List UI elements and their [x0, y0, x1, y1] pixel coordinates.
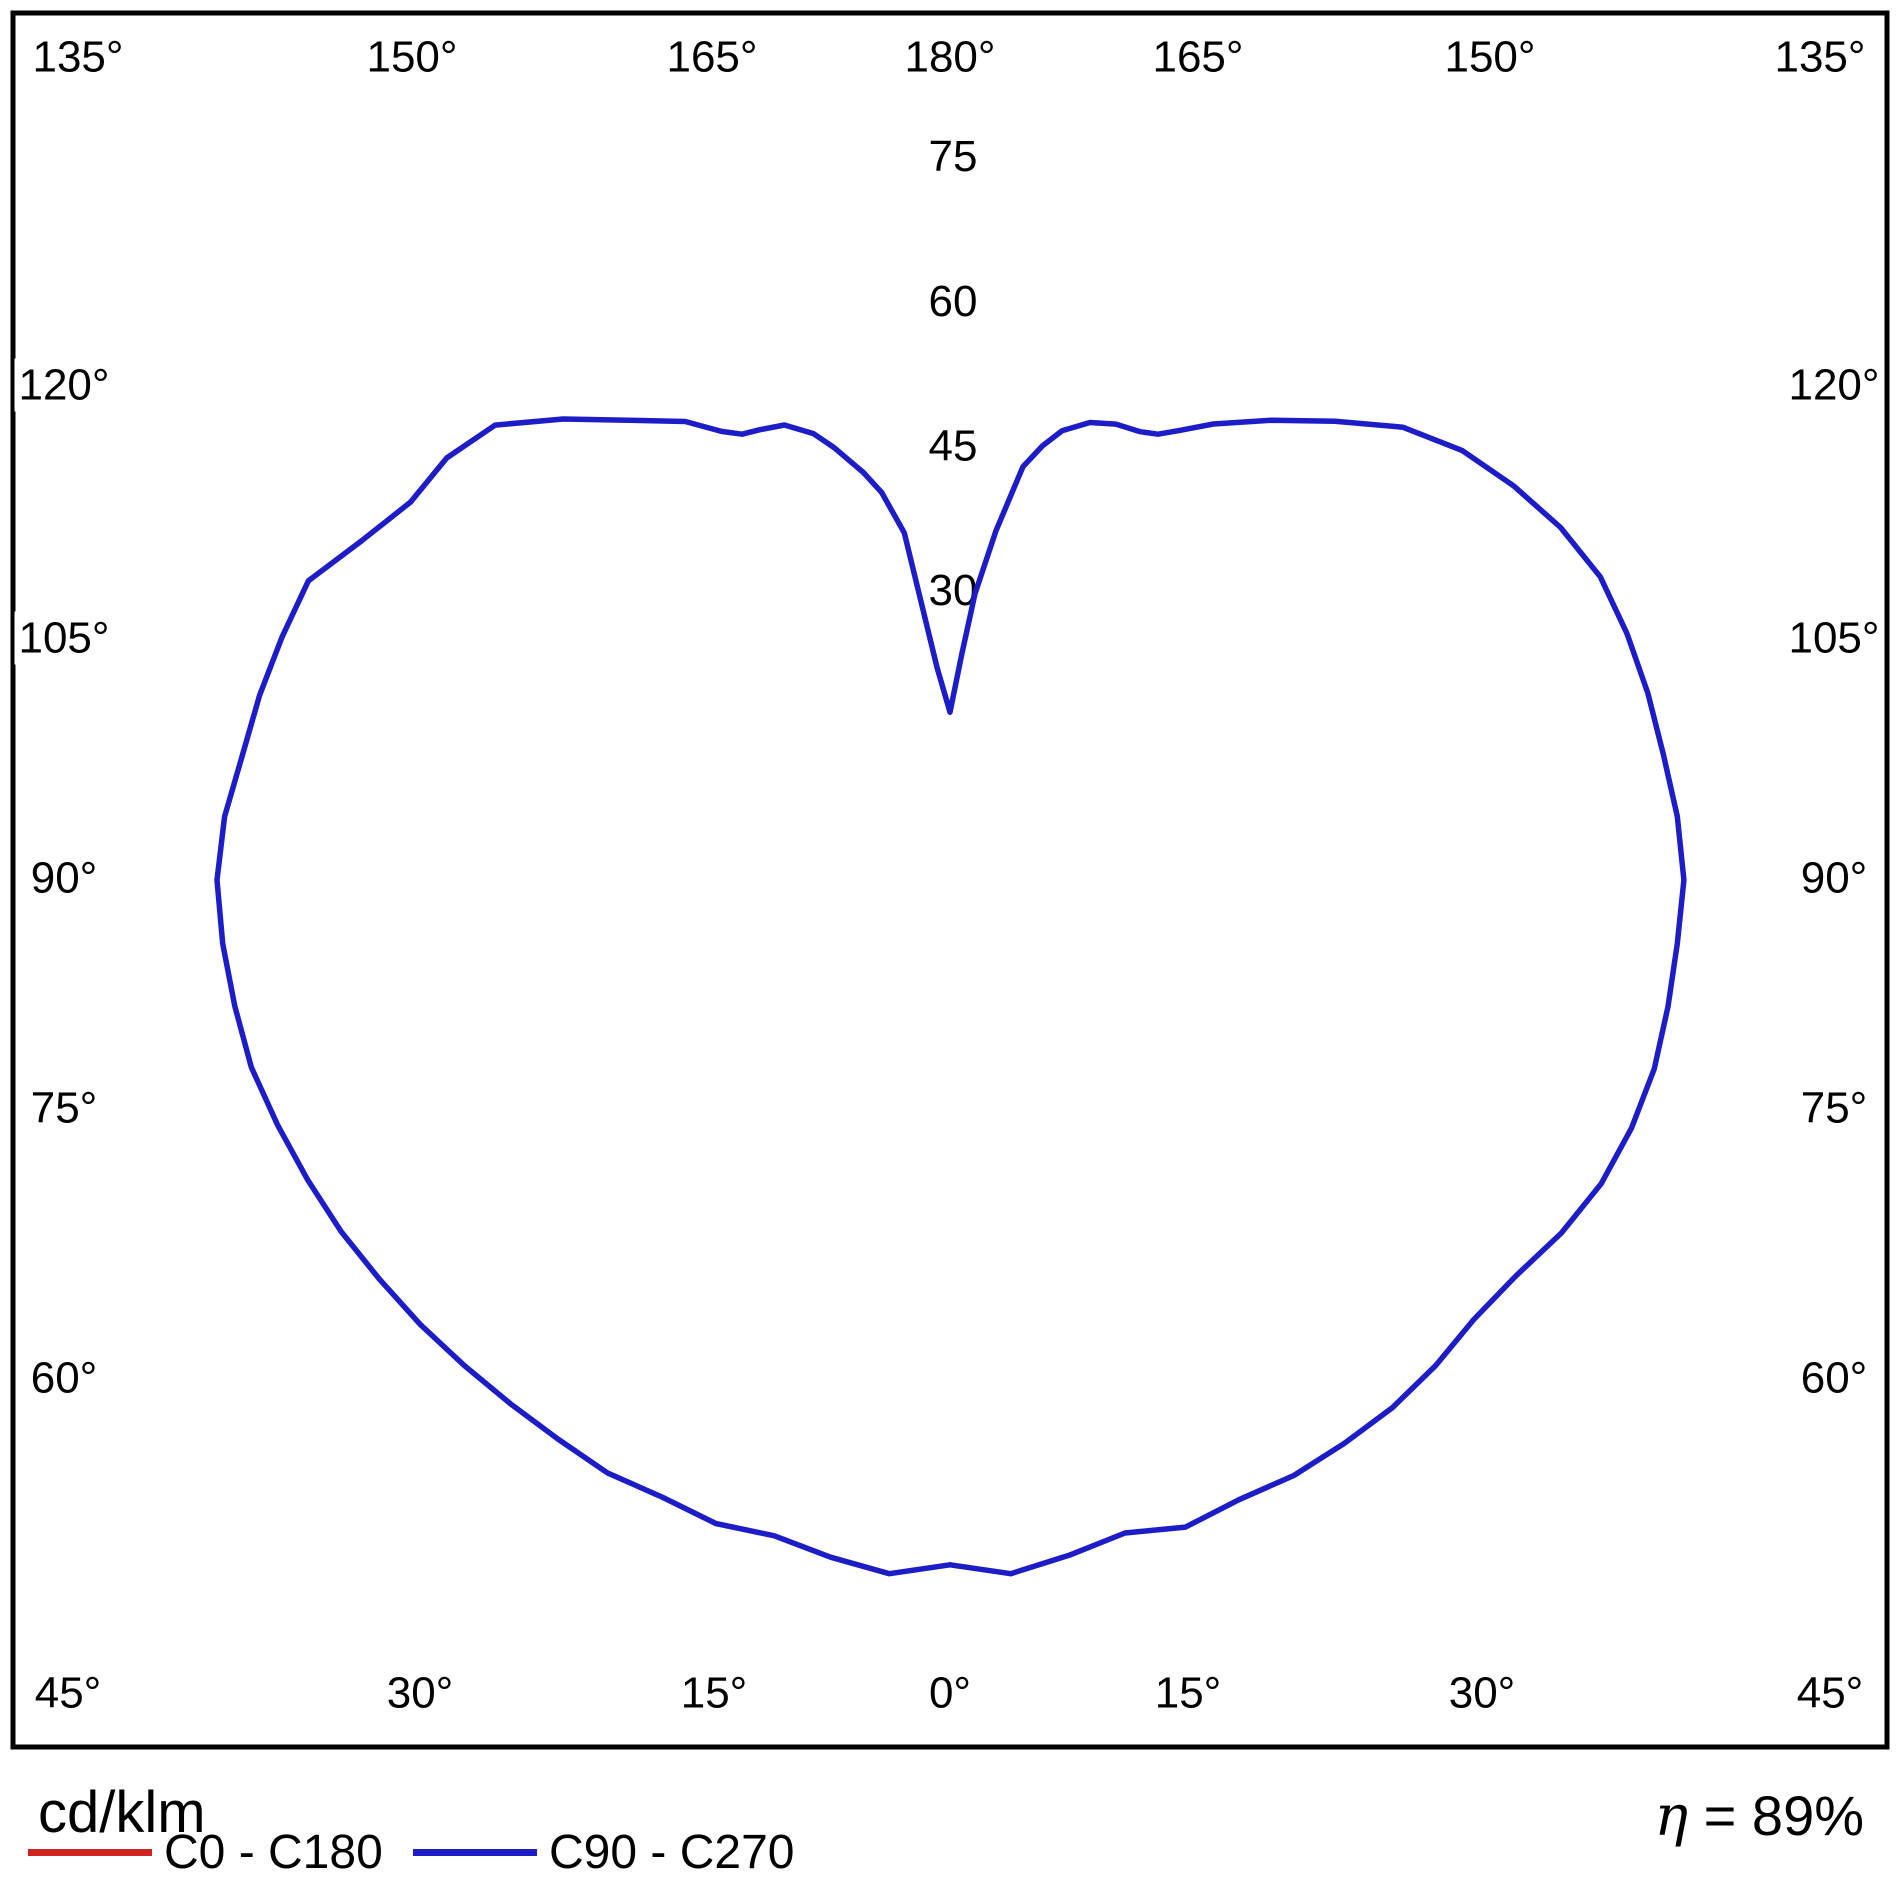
grid-radial-line	[987, 0, 1312, 740]
angle-label-right: 60°	[1801, 1354, 1868, 1403]
label-background	[1796, 1351, 1872, 1405]
label-background	[1784, 611, 1884, 665]
grid-radial-line	[1075, 952, 1900, 1580]
label-background	[362, 30, 462, 84]
label-background	[26, 1351, 102, 1405]
angle-label-top: 150°	[366, 33, 457, 82]
grid-radial-line	[588, 0, 913, 740]
ring-value-label: 60	[929, 277, 978, 326]
grid-ring	[805, 735, 1094, 1024]
grid-radial-line	[1052, 0, 1900, 778]
label-background	[924, 130, 982, 184]
angle-label-left: 120°	[18, 361, 109, 410]
angle-label-bottom: 30°	[1449, 1669, 1516, 1718]
grid-radial-line	[0, 180, 825, 808]
grid-radial-line	[0, 952, 825, 1580]
angle-label-top: 180°	[904, 33, 995, 82]
label-background	[1444, 1666, 1520, 1720]
label-background	[1770, 30, 1870, 84]
angle-label-right: 105°	[1788, 614, 1879, 663]
angle-label-left: 75°	[31, 1084, 98, 1133]
light-output-ratio: η = 89%	[1655, 1783, 1864, 1849]
grid-radial-line	[250, 0, 878, 755]
angle-label-right: 75°	[1801, 1084, 1868, 1133]
label-background	[676, 1666, 752, 1720]
grid-radial-line	[1090, 518, 1900, 843]
label-background	[30, 1666, 106, 1720]
angle-label-bottom: 0°	[929, 1669, 971, 1718]
grid-radial-line	[588, 1020, 913, 1900]
angle-label-top: 135°	[1774, 33, 1865, 82]
legend-label-c90-c270: C90 - C270	[549, 1826, 795, 1879]
angle-label-bottom: 45°	[1797, 1669, 1864, 1718]
label-background	[1150, 1666, 1226, 1720]
angle-label-top: 135°	[32, 33, 123, 82]
angle-label-top: 165°	[666, 33, 757, 82]
legend-swatch-c90-c270	[413, 1849, 537, 1856]
angle-label-left: 60°	[31, 1354, 98, 1403]
label-background	[1792, 1666, 1868, 1720]
ring-value-label: 45	[929, 422, 978, 471]
legend-swatch-c0-c180	[28, 1849, 152, 1856]
grid-radial-line	[1090, 917, 1900, 1242]
angle-label-bottom: 15°	[681, 1669, 748, 1718]
label-background	[924, 274, 982, 328]
grid-radial-line	[1022, 1005, 1650, 1900]
label-background	[1796, 1081, 1872, 1135]
grid-radial-line	[0, 982, 848, 1870]
angle-label-left: 90°	[31, 854, 98, 903]
angle-label-bottom: 30°	[387, 1669, 454, 1718]
grid-radial-line	[0, 518, 810, 843]
curve-c90-c270	[214, 416, 1687, 1577]
grid-ring	[227, 157, 1674, 1604]
legend-label-c0-c180: C0 - C180	[164, 1826, 383, 1879]
axis-labels: 135° 150° 165° 180° 165° 150° 135° 45° 30° 15° 0° 1…	[14, 30, 1884, 1720]
angle-label-bottom: 45°	[35, 1669, 102, 1718]
plot-border	[10, 10, 1890, 1750]
label-background	[900, 30, 1000, 84]
ring-value-label: 75	[929, 132, 978, 181]
grid-ring	[82, 12, 1818, 1748]
angle-label-left: 105°	[18, 614, 109, 663]
grid-radial-line	[1075, 180, 1900, 808]
angle-label-top: 165°	[1152, 33, 1243, 82]
label-background	[26, 851, 102, 905]
angle-label-right: 90°	[1801, 854, 1868, 903]
grid-ring	[661, 591, 1240, 1170]
grid-ring	[371, 301, 1528, 1458]
unit-label: cd/klm	[38, 1780, 206, 1845]
label-background	[14, 358, 114, 412]
grid-radial-line	[987, 1020, 1312, 1900]
angle-label-top: 150°	[1444, 33, 1535, 82]
label-background	[1148, 30, 1248, 84]
grid-radial-line	[0, 0, 848, 778]
grid-radial-line	[1022, 0, 1650, 755]
label-background	[924, 419, 982, 473]
eta-value: = 89%	[1703, 1784, 1864, 1847]
label-background	[662, 30, 762, 84]
eta-symbol: η	[1654, 1784, 1689, 1849]
label-background	[26, 1081, 102, 1135]
angle-label-right: 120°	[1788, 361, 1879, 410]
label-background	[382, 1666, 458, 1720]
angle-label-bottom: 15°	[1155, 1669, 1222, 1718]
label-background	[1440, 30, 1540, 84]
label-background	[1784, 358, 1884, 412]
label-background	[28, 30, 128, 84]
label-background	[924, 1666, 976, 1720]
label-background	[14, 611, 114, 665]
grid-radial-line	[0, 917, 810, 1242]
grid-radial-line	[1052, 982, 1900, 1870]
label-background	[1796, 851, 1872, 905]
grid-radial-line	[250, 1005, 878, 1900]
